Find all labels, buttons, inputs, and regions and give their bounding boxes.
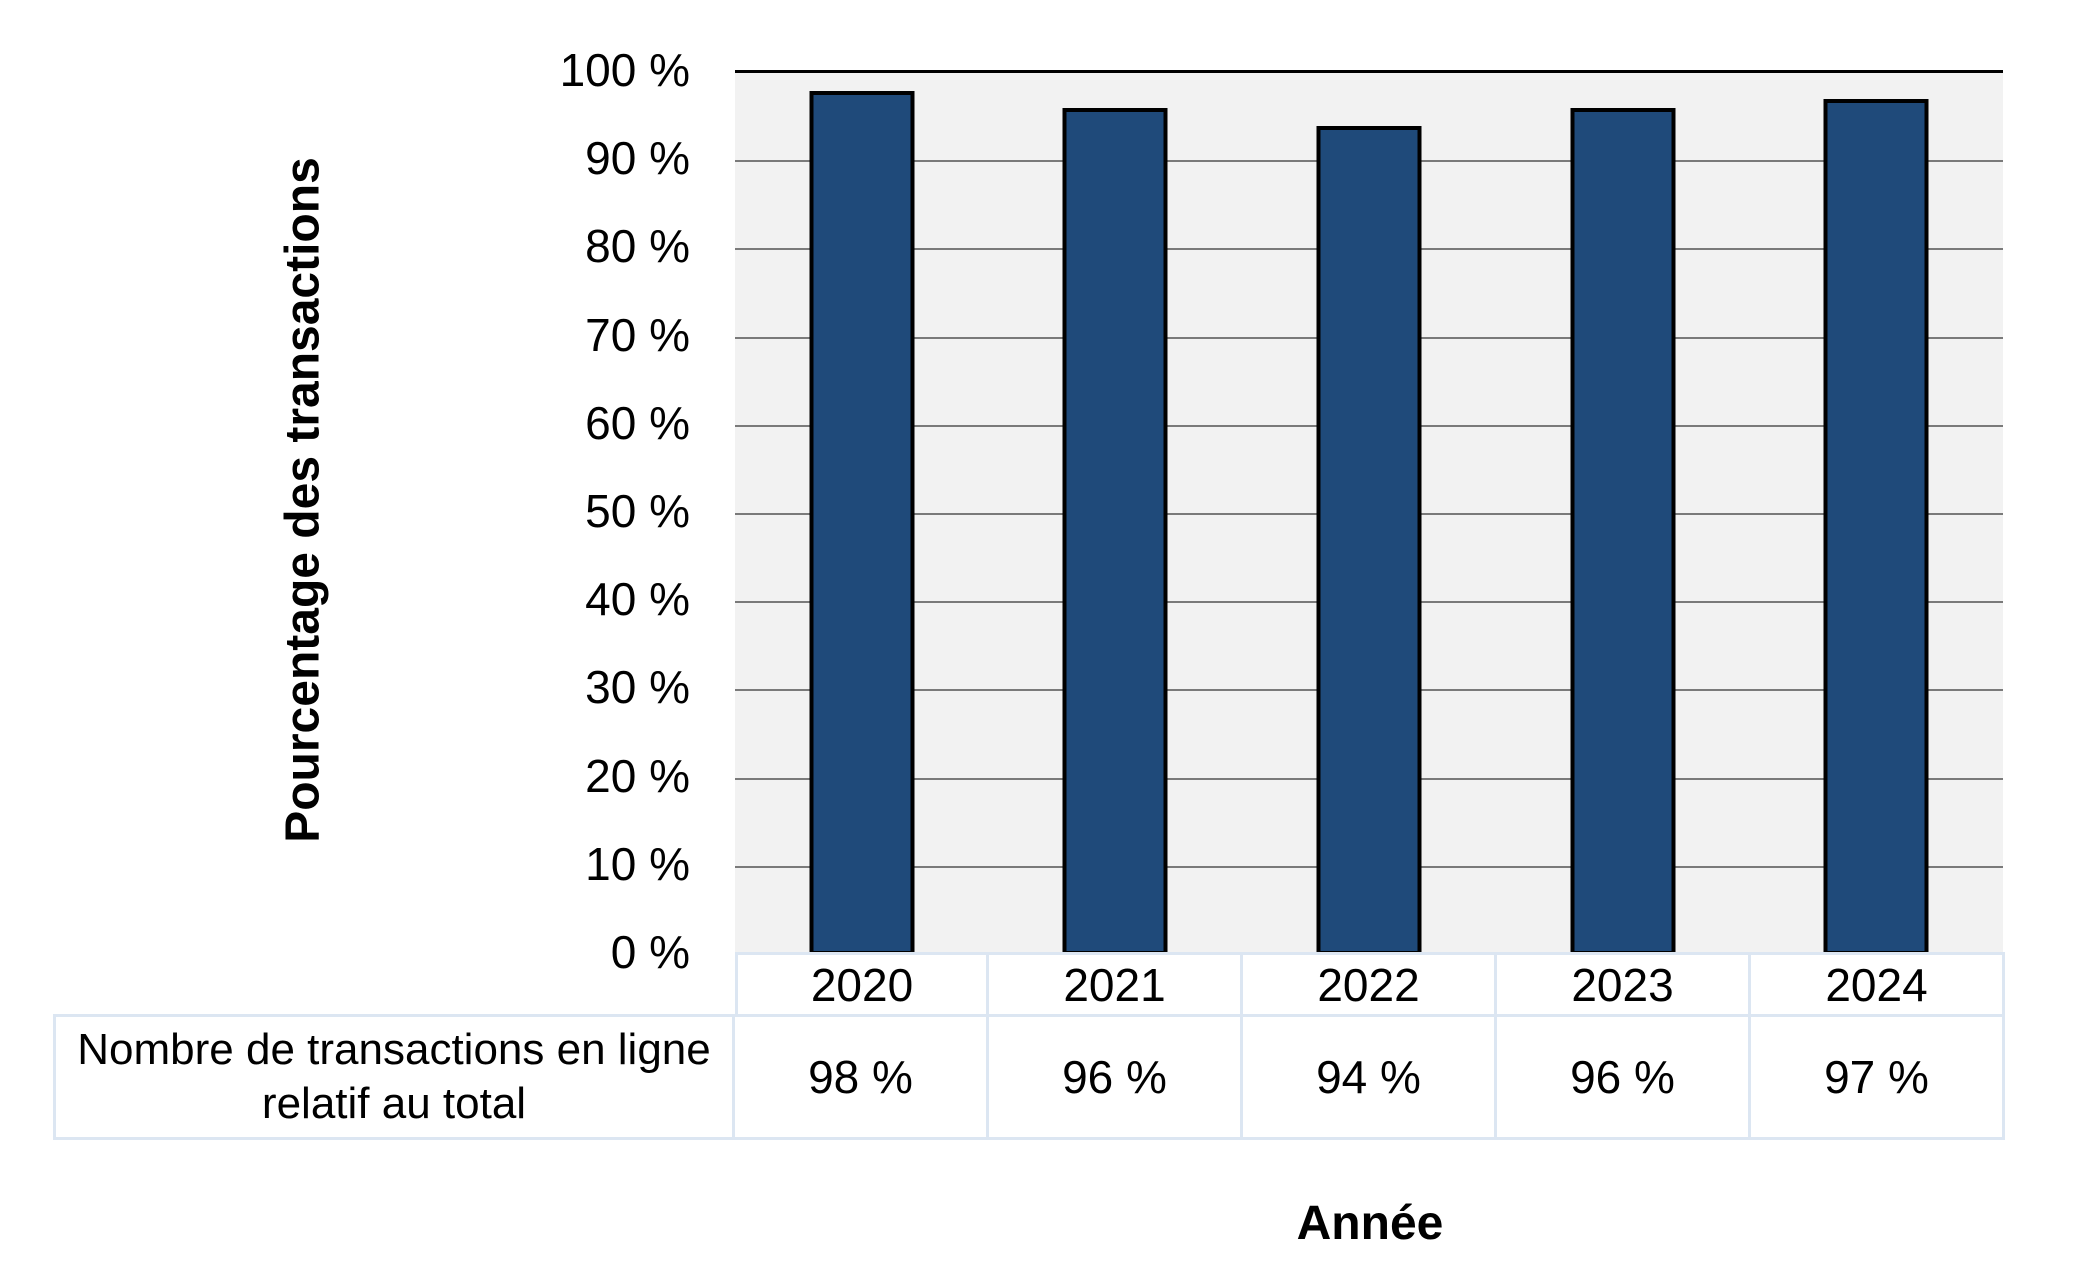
bar-slot-2021 [989,73,1243,955]
y-tick-label: 40 % [585,573,690,626]
year-cell: 2022 [1243,952,1497,1017]
y-tick-label: 90 % [585,132,690,185]
y-tick-label: 30 % [585,661,690,714]
y-tick-label: 80 % [585,220,690,273]
year-cell: 2023 [1497,952,1751,1017]
bar-2022 [1316,125,1422,955]
bar-2023 [1570,108,1676,955]
year-cell: 2020 [735,952,989,1017]
y-tick-label: 0 % [610,926,690,978]
value-cell: 96 % [989,1014,1243,1140]
bar-2021 [1062,108,1168,955]
y-tick-label: 50 % [585,485,690,537]
value-cell: 94 % [1243,1014,1497,1140]
bar-2020 [809,90,915,955]
y-tick-label: 20 % [585,749,690,802]
plot-area [735,70,2003,955]
series-label-line-1: Nombre de transactions en ligne [77,1025,711,1075]
series-label-line-2: relatif au total [261,1079,527,1128]
series-label-cell: Nombre de transactions en ligne relatif … [53,1014,735,1140]
bar-2024 [1823,99,1929,955]
bar-slot-2023 [1496,73,1750,955]
year-cell: 2021 [989,952,1243,1017]
y-tick-label: 100 % [559,44,690,96]
y-tick-label: 10 % [585,837,690,890]
y-axis-tick-labels: 100 % 90 % 80 % 70 % 60 % 50 % 40 % 30 %… [0,44,690,978]
x-axis-category-row: 2020 2021 2022 2023 2024 [735,952,2005,1017]
data-table-values-row: Nombre de transactions en ligne relatif … [53,1014,2005,1140]
x-axis-title: Année [1296,1197,1444,1250]
year-cell: 2024 [1751,952,2005,1017]
value-cell: 98 % [735,1014,989,1140]
bar-slot-2020 [735,73,989,955]
value-cell: 96 % [1497,1014,1751,1140]
bar-series [735,73,2003,955]
bar-slot-2024 [1749,73,2003,955]
value-cell: 97 % [1751,1014,2005,1140]
y-tick-label: 60 % [585,396,690,449]
bar-slot-2022 [1242,73,1496,955]
y-tick-label: 70 % [585,308,690,361]
